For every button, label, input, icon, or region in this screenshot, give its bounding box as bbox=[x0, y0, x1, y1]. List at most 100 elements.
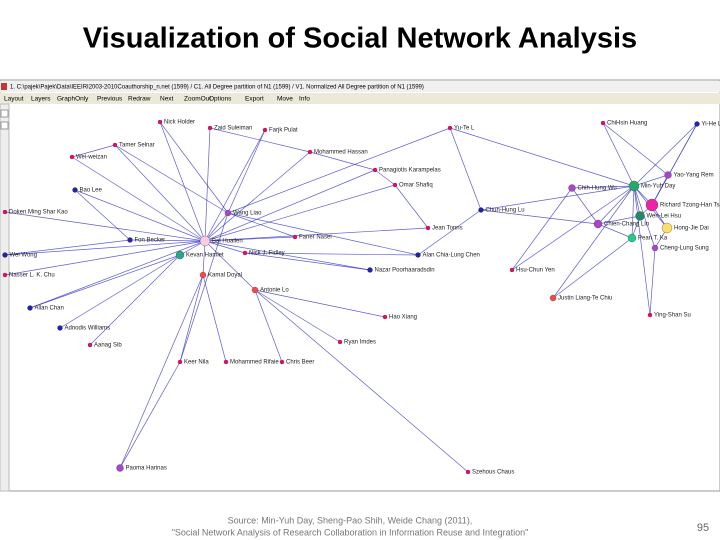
edge bbox=[4, 239, 131, 256]
node bbox=[647, 312, 653, 318]
node-label: Min-Yuh Day bbox=[641, 184, 675, 190]
node bbox=[549, 294, 557, 302]
edge bbox=[571, 187, 599, 225]
edge bbox=[29, 254, 181, 309]
node bbox=[112, 142, 118, 148]
edge bbox=[571, 185, 635, 189]
menu-item: Export bbox=[245, 96, 264, 103]
node-label: Wang Liao bbox=[233, 211, 262, 217]
node bbox=[628, 180, 640, 192]
edge bbox=[119, 274, 204, 469]
edge bbox=[511, 185, 635, 271]
edge bbox=[114, 144, 229, 214]
menu-item: Layout bbox=[4, 96, 24, 103]
node bbox=[57, 325, 63, 331]
node-label: Nick J. Fidley bbox=[249, 251, 285, 257]
menu-item: Next bbox=[160, 96, 174, 103]
window-titlebar bbox=[0, 81, 720, 92]
node bbox=[127, 237, 133, 243]
node bbox=[116, 464, 124, 472]
node-label: Szehous Chaus bbox=[472, 470, 514, 476]
edge bbox=[59, 254, 181, 329]
node bbox=[382, 314, 388, 320]
node-label: Ying-Shan Su bbox=[654, 313, 691, 319]
node-label: Yu-Te L bbox=[454, 126, 475, 132]
menu-item: Layers bbox=[31, 96, 51, 103]
edge bbox=[552, 185, 635, 299]
node bbox=[392, 182, 398, 188]
edge bbox=[480, 209, 599, 225]
edge bbox=[119, 361, 181, 469]
node-label: Cheng-Lung Sung bbox=[660, 246, 709, 252]
edges bbox=[4, 121, 698, 473]
side-strip bbox=[0, 103, 10, 492]
node bbox=[2, 209, 8, 215]
node-label: Bao Lee bbox=[80, 188, 103, 194]
node-label: Ryan Imdes bbox=[344, 340, 376, 346]
edge bbox=[602, 122, 635, 187]
node bbox=[593, 219, 603, 229]
node-label: Allan Chan bbox=[35, 306, 64, 312]
node bbox=[242, 250, 248, 256]
node-label: Chris Beer bbox=[286, 360, 314, 366]
node-label: Tamer Selnar bbox=[119, 143, 155, 149]
node bbox=[2, 252, 8, 258]
edge bbox=[71, 144, 116, 158]
edge bbox=[651, 123, 698, 206]
node-label: Adnodis Williams bbox=[65, 326, 111, 332]
edge bbox=[449, 127, 635, 187]
node-label: Doken Ming Shar Kao bbox=[9, 210, 68, 216]
node bbox=[251, 286, 259, 294]
node-label: Farjk Pulat bbox=[269, 128, 298, 134]
menu-item: Redraw bbox=[128, 96, 151, 103]
source-line: "Social Network Analysis of Research Col… bbox=[172, 527, 529, 537]
node-label: Paoma Harinas bbox=[126, 466, 167, 472]
node bbox=[207, 125, 213, 131]
menu: Layout Layers GraphOnly Previous Redraw Next Z… bbox=[4, 96, 310, 103]
edge bbox=[449, 127, 482, 211]
edge bbox=[204, 184, 396, 242]
node bbox=[27, 305, 33, 311]
edge bbox=[204, 212, 229, 242]
node-label: Fon Becker bbox=[135, 238, 166, 244]
edge bbox=[74, 189, 131, 241]
edge bbox=[244, 252, 371, 271]
edge bbox=[4, 240, 206, 256]
menu-bar bbox=[0, 93, 720, 104]
window-title: 1. C:\pajek\Pajek\Data\IEEIRI2003-2010Co… bbox=[10, 85, 424, 91]
node-label: Aanag Sib bbox=[94, 343, 122, 349]
window-icon bbox=[1, 83, 7, 90]
edge bbox=[4, 211, 206, 242]
node-label: Omar Shafiq bbox=[399, 183, 433, 189]
node bbox=[224, 209, 232, 217]
edge bbox=[204, 240, 371, 271]
edge bbox=[309, 151, 376, 171]
edge bbox=[254, 289, 283, 363]
node bbox=[157, 119, 163, 125]
edge bbox=[202, 274, 227, 363]
node bbox=[661, 222, 673, 234]
node-label: Richard Tzong-Han Tsai bbox=[660, 203, 720, 209]
source-line: Source: Min-Yuh Day, Sheng-Pao Shih, Wei… bbox=[228, 515, 473, 525]
node bbox=[177, 359, 183, 365]
edge bbox=[4, 240, 206, 276]
edge bbox=[374, 169, 396, 186]
node bbox=[2, 272, 8, 278]
node-label: Chun-Hung Lu bbox=[486, 208, 525, 214]
node-label: Hong-Jie Dai bbox=[674, 226, 709, 232]
node-label: Nasser L. K. Chu bbox=[9, 273, 55, 279]
edge bbox=[204, 240, 256, 291]
edge bbox=[597, 215, 641, 225]
node-label: Kamal Doyal bbox=[208, 273, 242, 279]
node-label: Hsu-Chun Yen bbox=[516, 268, 555, 274]
edge bbox=[511, 187, 573, 271]
node bbox=[478, 207, 484, 213]
edge bbox=[597, 185, 635, 225]
edge bbox=[89, 254, 181, 346]
node bbox=[72, 187, 78, 193]
node-label: Yao-Yang Rem bbox=[674, 173, 714, 179]
node-label: Wei Wong bbox=[10, 253, 37, 259]
node bbox=[279, 359, 285, 365]
edge bbox=[649, 247, 656, 316]
